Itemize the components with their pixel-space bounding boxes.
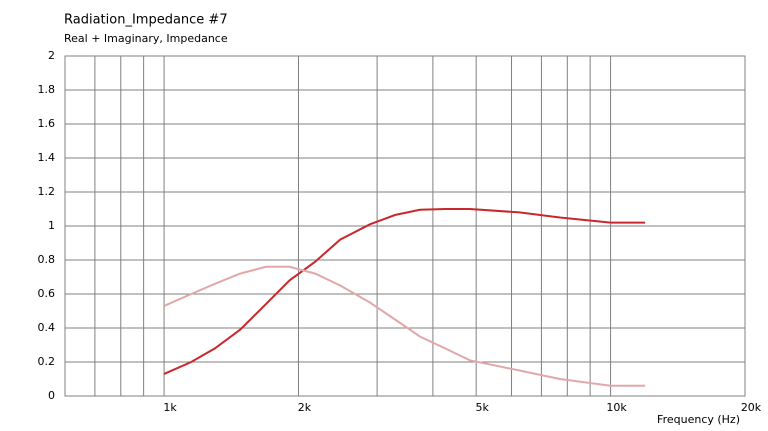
x-tick-label: 20k [741,401,762,414]
chart-title: Radiation_Impedance #7 [64,13,228,28]
y-tick-label: 1.2 [38,185,56,198]
data-line [163,265,646,387]
y-tick-label: 1.4 [38,151,56,164]
y-tick-label: 1 [48,219,55,232]
y-tick-label: 1.8 [38,83,56,96]
x-tick-label: 1k [163,401,177,414]
x-tick-label: 10k [606,401,627,414]
x-tick-label: 5k [475,401,489,414]
y-tick-label: 0.6 [38,287,56,300]
y-tick-label: 1.6 [38,117,56,130]
data-line [163,208,646,375]
y-tick-label: 0 [48,389,55,402]
y-tick-label: 0.2 [38,355,56,368]
x-tick-label: 2k [298,401,312,414]
y-tick-label: 0.8 [38,253,56,266]
y-tick-label: 2 [48,49,55,62]
chart-subtitle: Real + Imaginary, Impedance [64,32,228,45]
x-axis-label: Frequency (Hz) [657,413,740,426]
y-tick-label: 0.4 [38,321,56,334]
